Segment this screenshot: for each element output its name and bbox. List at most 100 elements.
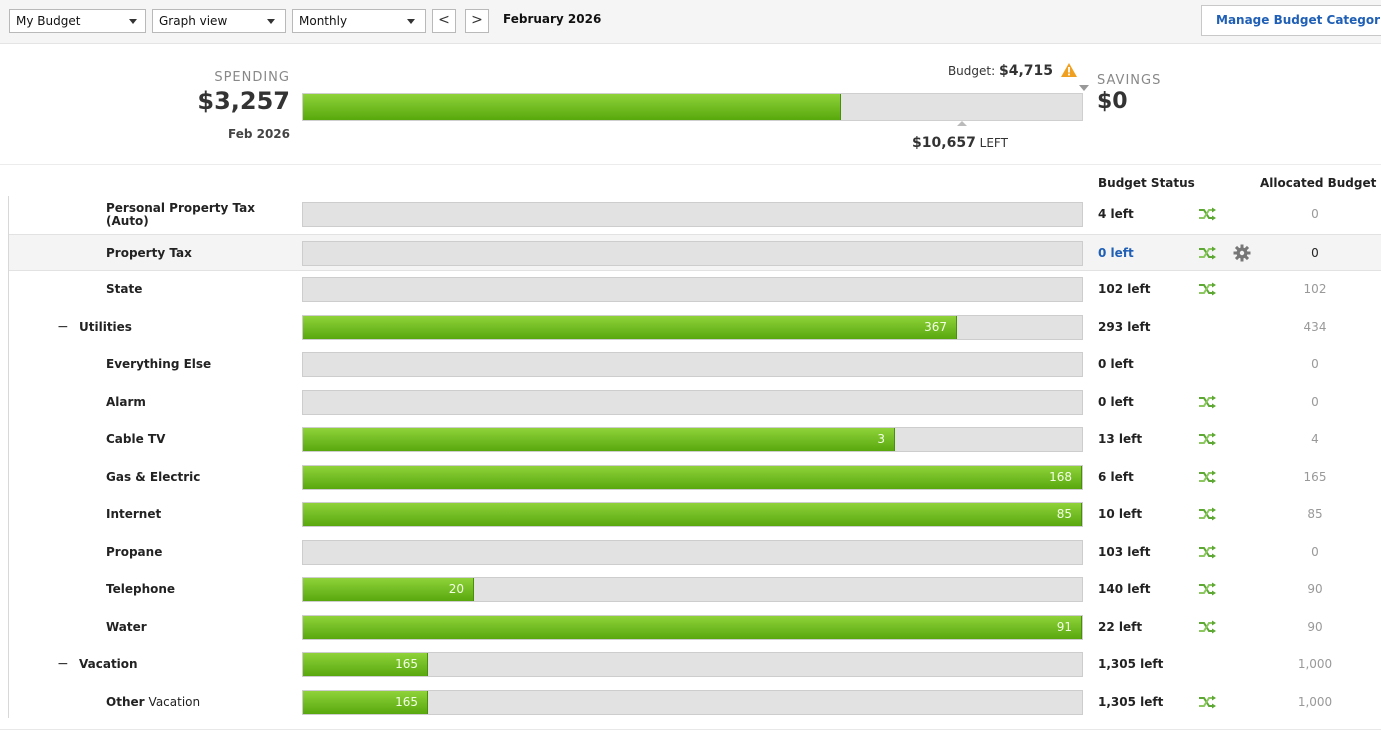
next-month-button[interactable]: >	[465, 9, 489, 33]
budget-status: 1,305 left	[1098, 695, 1164, 709]
allocated-budget-value: 0	[1311, 246, 1319, 260]
category-group-row[interactable]: − Vacation 165 1,305 left 1,000	[9, 646, 1381, 683]
category-name[interactable]: Gas & Electric	[106, 459, 296, 496]
category-name-text: Utilities	[79, 320, 132, 334]
category-row[interactable]: Other Vacation 165 1,305 left 1,000	[9, 684, 1381, 721]
budget-status[interactable]: 0 left	[1098, 246, 1134, 260]
category-name[interactable]: Water	[106, 609, 296, 646]
budget-status: 0 left	[1098, 357, 1134, 371]
gear-icon[interactable]	[1233, 244, 1251, 262]
budget-status: 140 left	[1098, 582, 1151, 596]
category-progress-bar[interactable]: 20	[302, 577, 1083, 602]
category-row[interactable]: Water 91 22 left 90	[9, 609, 1381, 646]
category-row[interactable]: Propane 103 left 0	[9, 534, 1381, 571]
chevron-right-icon: >	[471, 12, 483, 28]
allocated-budget-value: 1,000	[1297, 695, 1333, 709]
rollover-icon[interactable]	[1198, 432, 1216, 446]
budget-status: 293 left	[1098, 320, 1151, 334]
rollover-icon[interactable]	[1198, 695, 1216, 709]
warning-icon[interactable]	[1060, 62, 1078, 78]
category-group-row[interactable]: − Utilities 367 293 left 434	[9, 309, 1381, 346]
chevron-left-icon: <	[438, 12, 450, 28]
rollover-icon[interactable]	[1198, 545, 1216, 559]
rollover-icon[interactable]	[1198, 582, 1216, 596]
category-name[interactable]: Utilities	[79, 309, 269, 346]
category-row[interactable]: Internet 85 10 left 85	[9, 496, 1381, 533]
category-row[interactable]: Gas & Electric 168 6 left 165	[9, 459, 1381, 496]
category-row[interactable]: Property Tax 0 left 0	[9, 234, 1381, 271]
category-name[interactable]: Propane	[106, 534, 296, 571]
category-progress-fill	[303, 578, 474, 601]
budget-total-prefix: Budget:	[947, 64, 996, 78]
rollover-icon[interactable]	[1198, 620, 1216, 634]
allocated-budget-value: 0	[1311, 207, 1319, 221]
category-progress-bar[interactable]	[302, 390, 1083, 415]
budget-status: 103 left	[1098, 545, 1151, 559]
category-progress-bar[interactable]	[302, 241, 1083, 266]
view-select[interactable]: Graph view	[152, 9, 286, 33]
rollover-icon[interactable]	[1198, 282, 1216, 296]
category-name-text: Vacation	[79, 657, 138, 671]
budget-status: 22 left	[1098, 620, 1143, 634]
budget-status: 1,305 left	[1098, 657, 1164, 671]
period-select[interactable]: Monthly	[292, 9, 426, 33]
category-row[interactable]: Cable TV 3 13 left 4	[9, 421, 1381, 458]
collapse-icon[interactable]: −	[57, 656, 69, 672]
chevron-down-icon	[407, 19, 415, 24]
category-progress-fill	[303, 316, 957, 339]
category-progress-fill	[303, 466, 1082, 489]
category-name[interactable]: State	[106, 271, 296, 308]
allocated-budget-header: Allocated Budget	[1260, 176, 1377, 190]
budget-status: 10 left	[1098, 507, 1143, 521]
category-name-text: Telephone	[106, 582, 176, 596]
category-name-text: Property Tax	[106, 246, 192, 260]
budget-select[interactable]: My Budget	[9, 9, 146, 33]
category-row[interactable]: Telephone 20 140 left 90	[9, 571, 1381, 608]
category-name[interactable]: Cable TV	[106, 421, 296, 458]
spending-caption: SPENDING	[214, 70, 290, 85]
budget-status: 102 left	[1098, 282, 1151, 296]
collapse-icon[interactable]: −	[57, 319, 69, 335]
previous-month-button[interactable]: <	[432, 9, 456, 33]
spent-amount-label: 91	[1056, 620, 1072, 634]
category-progress-bar[interactable]: 85	[302, 502, 1083, 527]
category-progress-bar[interactable]: 91	[302, 615, 1083, 640]
category-name[interactable]: Personal Property Tax (Auto)	[106, 196, 296, 233]
category-row[interactable]: Everything Else 0 left 0	[9, 346, 1381, 383]
category-progress-bar[interactable]	[302, 540, 1083, 565]
category-progress-bar[interactable]: 367	[302, 315, 1083, 340]
category-name[interactable]: Telephone	[106, 571, 296, 608]
category-progress-bar[interactable]	[302, 202, 1083, 227]
category-progress-bar[interactable]: 3	[302, 427, 1083, 452]
category-progress-bar[interactable]: 165	[302, 690, 1083, 715]
allocated-budget-value: 0	[1311, 357, 1319, 371]
budget-total: Budget: $4,715	[903, 63, 1053, 79]
rollover-icon[interactable]	[1198, 246, 1216, 260]
category-progress-fill	[303, 691, 428, 714]
category-progress-bar[interactable]: 165	[302, 652, 1083, 677]
category-row[interactable]: State 102 left 102	[9, 271, 1381, 308]
rollover-icon[interactable]	[1198, 207, 1216, 221]
rollover-icon[interactable]	[1198, 470, 1216, 484]
category-name[interactable]: Property Tax	[106, 235, 296, 272]
category-row[interactable]: Alarm 0 left 0	[9, 384, 1381, 421]
category-name-text: Gas & Electric	[106, 470, 201, 484]
category-name-text: Cable TV	[106, 432, 166, 446]
allocated-budget-value: 0	[1311, 395, 1319, 409]
category-row[interactable]: Personal Property Tax (Auto) 4 left 0	[9, 196, 1381, 233]
rollover-icon[interactable]	[1198, 507, 1216, 521]
category-name[interactable]: Alarm	[106, 384, 296, 421]
budget-summary: SPENDING $3,257 Feb 2026 Budget: $4,715 …	[0, 45, 1381, 165]
category-progress-bar[interactable]	[302, 352, 1083, 377]
category-progress-fill	[303, 428, 895, 451]
category-progress-bar[interactable]: 168	[302, 465, 1083, 490]
spent-amount-label: 168	[1049, 470, 1072, 484]
category-progress-bar[interactable]	[302, 277, 1083, 302]
category-name[interactable]: Vacation	[79, 646, 269, 683]
category-name[interactable]: Internet	[106, 496, 296, 533]
manage-budget-categories-button[interactable]: Manage Budget Categories	[1201, 5, 1381, 36]
rollover-icon[interactable]	[1198, 395, 1216, 409]
category-name[interactable]: Everything Else	[106, 346, 296, 383]
savings-amount: $0	[1097, 89, 1128, 114]
category-name[interactable]: Other Vacation	[106, 684, 296, 721]
